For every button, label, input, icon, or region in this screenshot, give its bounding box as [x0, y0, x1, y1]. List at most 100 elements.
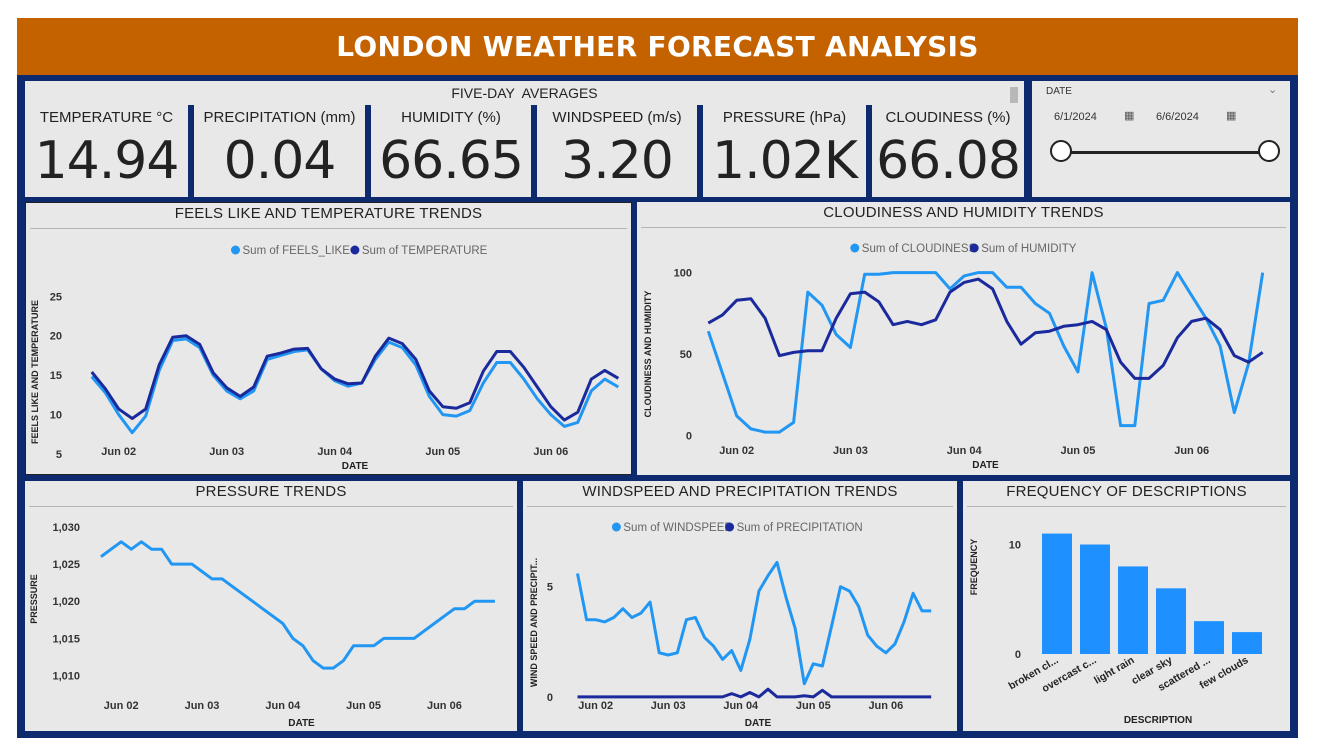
series-line-sum-of-feels-like [90, 337, 620, 435]
chart-title: CLOUDINESS AND HUMIDITY TRENDS [823, 204, 1104, 221]
cloudiness-humidity-chart: Sum of CLOUDINESS Sum of HUMIDITY 0 50 100 Ju… [643, 243, 1265, 471]
y-axis-title: FREQUENCY [969, 539, 979, 596]
x-axis-title: DATE [745, 718, 772, 729]
card-value: 0.04 [223, 131, 337, 191]
y-tick-label: 1,015 [52, 633, 80, 645]
x-tick-label: Jun 02 [719, 445, 754, 457]
x-tick-label: Jun 03 [651, 700, 686, 712]
windspeed-card: WINDSPEED (m/s) 3.20 [537, 105, 697, 197]
y-tick-label: 20 [50, 331, 62, 343]
x-axis-title: DESCRIPTION [1124, 715, 1192, 726]
x-tick-label: Jun 04 [317, 446, 353, 458]
chevron-down-icon[interactable]: ⌄ [1268, 84, 1278, 96]
calendar-icon[interactable]: ▦ [1124, 110, 1135, 122]
x-tick-label: Jun 06 [427, 700, 462, 712]
x-axis-title: DATE [972, 460, 999, 471]
y-tick-label: 50 [680, 349, 692, 361]
legend-label: Sum of PRECIPITATION [737, 522, 863, 534]
date-range-start-handle[interactable] [1050, 140, 1072, 162]
title-divider [527, 506, 953, 507]
legend-marker [611, 522, 621, 532]
y-tick-label: 1,030 [52, 522, 80, 534]
averages-scrollbar[interactable] [1010, 87, 1018, 103]
averages-title-bar: FIVE-DAY AVERAGES [25, 81, 1024, 105]
y-tick-label: 10 [1009, 540, 1021, 552]
date-range-end-handle[interactable] [1258, 140, 1280, 162]
x-tick-label: Jun 02 [104, 700, 139, 712]
y-tick-label: 10 [50, 410, 62, 422]
x-tick-label: Jun 02 [578, 700, 613, 712]
y-tick-label: 1,020 [52, 596, 80, 608]
title-divider [641, 227, 1286, 228]
x-tick-label: Jun 05 [425, 446, 460, 458]
y-axis-title: PRESSURE [29, 574, 39, 624]
legend-marker [850, 243, 860, 253]
frequency-panel: FREQUENCY OF DESCRIPTIONS 0 10 broken cl..… [963, 481, 1290, 731]
legend-label: Sum of CLOUDINESS [862, 243, 977, 255]
x-tick-label: Jun 05 [346, 700, 381, 712]
dashboard-title: LONDON WEATHER FORECAST ANALYSIS [17, 18, 1298, 75]
feels-like-temperature-panel: FEELS LIKE AND TEMPERATURE TRENDS Sum of… [25, 202, 632, 475]
windspeed-precipitation-chart: Sum of WINDSPEED Sum of PRECIPITATION 0 5 Ju… [529, 522, 932, 729]
precipitation-card: PRECIPITATION (mm) 0.04 [194, 105, 365, 197]
series-line-sum-of-precipitation [577, 687, 932, 699]
x-tick-label: Jun 05 [796, 700, 831, 712]
card-label: TEMPERATURE °C [39, 109, 174, 126]
x-tick-label: Jun 03 [209, 446, 244, 458]
card-label: PRESSURE (hPa) [722, 109, 847, 126]
card-label: WINDSPEED (m/s) [552, 109, 682, 126]
x-tick-label: Jun 04 [947, 445, 983, 457]
title-divider [30, 228, 627, 229]
start-date-input[interactable]: 6/1/2024 ▦ [1046, 105, 1146, 127]
cloudiness-humidity-panel: CLOUDINESS AND HUMIDITY TRENDS Sum of CL… [637, 202, 1290, 475]
date-range-track[interactable] [1061, 151, 1269, 154]
end-date-value: 6/6/2024 [1156, 111, 1199, 123]
y-tick-label: 0 [1015, 649, 1021, 661]
y-axis-title: CLOUDINESS AND HUMIDITY [643, 291, 653, 418]
bar-4 [1194, 621, 1224, 654]
chart-title: WINDSPEED AND PRECIPITATION TRENDS [582, 483, 898, 500]
x-tick-label: Jun 06 [533, 446, 568, 458]
date-slicer-label: DATE [1046, 86, 1072, 97]
y-tick-label: 5 [56, 449, 62, 461]
y-axis-title: FEELS LIKE AND TEMPERATURE [30, 300, 40, 444]
y-tick-label: 1,025 [52, 559, 80, 571]
humidity-card: HUMIDITY (%) 66.65 [371, 105, 531, 197]
y-tick-label: 25 [50, 291, 62, 303]
chart-title: FEELS LIKE AND TEMPERATURE TRENDS [174, 205, 483, 222]
card-value: 1.02K [712, 131, 858, 191]
card-label: HUMIDITY (%) [401, 109, 501, 126]
windspeed-precipitation-panel: WINDSPEED AND PRECIPITATION TRENDS Sum o… [523, 481, 957, 731]
y-tick-label: 0 [686, 430, 692, 442]
legend-marker [725, 522, 735, 532]
bar-2 [1118, 566, 1148, 654]
averages-title: FIVE-DAY AVERAGES [451, 85, 598, 101]
y-axis-title: WIND SPEED AND PRECIPIT... [529, 558, 539, 687]
y-tick-label: 1,010 [52, 671, 80, 683]
bar-0 [1042, 533, 1072, 654]
y-tick-label: 0 [547, 692, 553, 704]
pressure-chart: 1,010 1,015 1,020 1,025 1,030 Jun 02 Jun 03 Jun… [29, 522, 495, 729]
chart-title: PRESSURE TRENDS [195, 483, 347, 500]
end-date-input[interactable]: 6/6/2024 ▦ [1148, 105, 1248, 127]
x-tick-label: Jun 06 [1174, 445, 1209, 457]
calendar-icon[interactable]: ▦ [1226, 110, 1237, 122]
legend-label: Sum of HUMIDITY [981, 243, 1077, 255]
card-value: 66.08 [876, 131, 1021, 191]
series-line-sum-of-cloudiness [706, 271, 1265, 434]
card-label: PRECIPITATION (mm) [203, 109, 356, 126]
bar-1 [1080, 544, 1110, 654]
x-tick-label: Jun 03 [833, 445, 868, 457]
bar-3 [1156, 588, 1186, 654]
temperature-card: TEMPERATURE °C 14.94 [25, 105, 188, 197]
x-tick-label: Jun 04 [723, 700, 759, 712]
title-divider [967, 506, 1286, 507]
series-line-sum-of-temperature [90, 334, 620, 422]
x-axis-title: DATE [342, 461, 369, 472]
series-line-sum-of-windspeed [576, 560, 932, 686]
series-line-sum-of-humidity [707, 277, 1264, 380]
x-tick-label: light rain [1092, 654, 1136, 687]
legend-label: Sum of TEMPERATURE [362, 245, 488, 257]
x-tick-label: Jun 06 [868, 700, 903, 712]
card-label: CLOUDINESS (%) [885, 109, 1011, 126]
